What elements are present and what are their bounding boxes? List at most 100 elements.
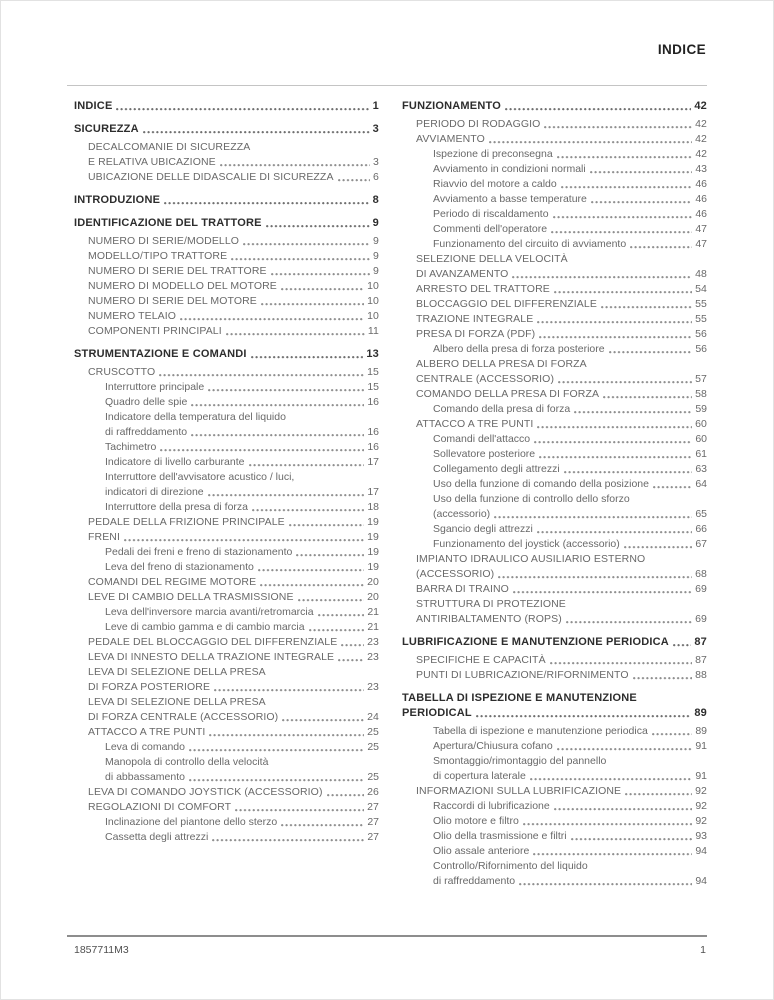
toc-entry-text: UBICAZIONE DELLE DIDASCALIE DI SICUREZZA	[88, 171, 334, 183]
toc-leader-dots	[235, 809, 365, 812]
toc-page-number: 69	[695, 613, 707, 625]
toc-leader-dots	[231, 258, 371, 261]
toc-entry-text: SICUREZZA	[74, 123, 139, 135]
toc-entry-text: indicatori di direzione	[105, 486, 204, 498]
toc-leader-dots	[338, 659, 365, 662]
toc-page-number: 21	[367, 621, 379, 633]
toc-entry: PERIODO DI RODAGGIO 42	[402, 117, 707, 132]
toc-entry-text: di raffreddamento	[105, 426, 188, 438]
toc-entry-text: Leva di comando	[105, 741, 185, 753]
toc-entry-text: NUMERO DI SERIE/MODELLO	[88, 235, 240, 247]
toc-entry-text: Funzionamento del joystick (accessorio)	[433, 538, 620, 550]
toc-entry-line: Controllo/Rifornimento del liquido	[433, 860, 588, 872]
toc-entry-line: INTRODUZIONE 8	[74, 193, 379, 208]
toc-entry-text: Interruttore principale	[105, 381, 205, 393]
toc-entry-line: INFORMAZIONI SULLA LUBRIFICAZIONE 92	[416, 784, 707, 799]
toc-entry: INTRODUZIONE 8	[74, 193, 379, 208]
toc-entry: AVVIAMENTO 42	[402, 132, 707, 147]
toc-leader-dots	[207, 494, 365, 497]
toc-leader-dots	[265, 225, 370, 228]
toc-page-number: 89	[694, 707, 707, 719]
toc-entry-text: Leva dell'inversore marcia avanti/retrom…	[105, 606, 314, 618]
toc-page-number: 27	[367, 801, 379, 813]
toc-entry-text: Avviamento a basse temperature	[433, 193, 587, 205]
toc-entry-line: PUNTI DI LUBRICAZIONE/RIFORNIMENTO 88	[416, 668, 707, 683]
toc-leader-dots	[180, 318, 365, 321]
toc-leader-dots	[553, 808, 693, 811]
toc-leader-dots	[652, 486, 693, 489]
toc-entry: Olio assale anteriore 94	[402, 844, 707, 859]
toc-entry-text: Periodo di riscaldamento	[433, 208, 549, 220]
toc-page-number: 9	[373, 265, 379, 277]
toc-entry-line: Manopola di controllo della velocità	[105, 756, 269, 768]
toc-entry-text: FUNZIONAMENTO	[402, 100, 501, 112]
toc-entry-line: IDENTIFICAZIONE DEL TRATTORE 9	[74, 216, 379, 231]
toc-entry: Inclinazione del piantone dello sterzo 27	[74, 815, 379, 830]
toc-page-number: 43	[695, 163, 707, 175]
toc-entry: Comando della presa di forza 59	[402, 402, 707, 417]
toc-entry-text: PRESA DI FORZA (PDF)	[416, 328, 536, 340]
toc-entry: ALBERO DELLA PRESA DI FORZA CENTRALE (ACC…	[402, 357, 707, 387]
toc-entry-line: CRUSCOTTO 15	[88, 365, 379, 380]
toc-entry-line: Leva del freno di stazionamento 19	[105, 560, 379, 575]
toc-entry-line: COMANDI DEL REGIME MOTORE 20	[88, 575, 379, 590]
toc-entry-line: PEDALE DELLA FRIZIONE PRINCIPALE 19	[88, 515, 379, 530]
toc-entry-text: DI FORZA POSTERIORE	[88, 681, 211, 693]
toc-entry-line: UBICAZIONE DELLE DIDASCALIE DI SICUREZZA…	[88, 170, 379, 185]
toc-page-number: 26	[367, 786, 379, 798]
toc-entry-text: INFORMAZIONI SULLA LUBRIFICAZIONE	[416, 785, 622, 797]
toc-entry-text: Inclinazione del piantone dello sterzo	[105, 816, 278, 828]
toc-entry: INFORMAZIONI SULLA LUBRIFICAZIONE 92	[402, 784, 707, 799]
toc-entry-text: PEDALE DELLA FRIZIONE PRINCIPALE	[88, 516, 285, 528]
toc-entry: SELEZIONE DELLA VELOCITÀ DI AVANZAMENTO 48	[402, 252, 707, 282]
table-of-contents: INDICE 1 SICUREZZA 3 DECALCOMANIE DI SICUREZ…	[74, 99, 707, 889]
toc-entry-line: Interruttore dell'avvisatore acustico / …	[105, 471, 295, 483]
toc-entry-text: Indicatore di livello carburante	[105, 456, 245, 468]
toc-entry-text: BLOCCAGGIO DEL DIFFERENZIALE	[416, 298, 597, 310]
toc-entry-text: (accessorio)	[433, 508, 491, 520]
toc-leader-dots	[209, 734, 365, 737]
toc-entry-text: Olio motore e filtro	[433, 815, 519, 827]
toc-page-number: 88	[695, 669, 707, 681]
toc-entry-line: Pedali dei freni e freno di stazionament…	[105, 545, 379, 560]
toc-leader-dots	[558, 381, 693, 384]
toc-entry-text: BARRA DI TRAINO	[416, 583, 509, 595]
toc-entry-text: Ispezione di preconsegna	[433, 148, 553, 160]
toc-leader-dots	[589, 171, 693, 174]
toc-entry-text: di copertura laterale	[433, 770, 526, 782]
toc-entry: NUMERO DI SERIE/MODELLO 9	[74, 234, 379, 249]
toc-entry-text: PUNTI DI LUBRICAZIONE/RIFORNIMENTO	[416, 669, 629, 681]
toc-entry-text: MODELLO/TIPO TRATTORE	[88, 250, 228, 262]
toc-entry: Leva del freno di stazionamento 19	[74, 560, 379, 575]
toc-page-number: 92	[695, 815, 707, 827]
toc-entry-line: Sgancio degli attrezzi 66	[433, 522, 707, 537]
toc-entry: TRAZIONE INTEGRALE 55	[402, 312, 707, 327]
toc-leader-dots	[560, 186, 693, 189]
toc-entry-text: Leve di cambio gamma e di cambio marcia	[105, 621, 305, 633]
toc-entry: Tabella di ispezione e manutenzione peri…	[402, 724, 707, 739]
toc-entry-text: Albero della presa di forza posteriore	[433, 343, 605, 355]
toc-entry-text: LEVE DI CAMBIO DELLA TRASMISSIONE	[88, 591, 294, 603]
toc-entry-line: (accessorio) 65	[433, 507, 707, 522]
toc-page-number: 16	[367, 396, 379, 408]
toc-entry: Olio motore e filtro 92	[402, 814, 707, 829]
toc-entry-line: Olio motore e filtro 92	[433, 814, 707, 829]
toc-entry-line: Comando della presa di forza 59	[433, 402, 707, 417]
toc-entry: LEVA DI COMANDO JOYSTICK (ACCESSORIO) 26	[74, 785, 379, 800]
toc-leader-dots	[191, 404, 365, 407]
toc-entry-line: SICUREZZA 3	[74, 122, 379, 137]
toc-entry-line: di raffreddamento 16	[105, 425, 379, 440]
toc-entry-line: PERIODO DI RODAGGIO 42	[416, 117, 707, 132]
toc-entry-line: PRESA DI FORZA (PDF) 56	[416, 327, 707, 342]
toc-entry-text: CRUSCOTTO	[88, 366, 156, 378]
toc-entry-line: Smontaggio/rimontaggio del pannello	[433, 755, 607, 767]
toc-leader-dots	[326, 794, 365, 797]
toc-entry-text: Comando della presa di forza	[433, 403, 571, 415]
toc-page-number: 21	[367, 606, 379, 618]
toc-entry: Albero della presa di forza posteriore 56	[402, 342, 707, 357]
toc-entry-text: IDENTIFICAZIONE DEL TRATTORE	[74, 217, 262, 229]
toc-entry: PEDALE DELLA FRIZIONE PRINCIPALE 19	[74, 515, 379, 530]
toc-leader-dots	[512, 591, 693, 594]
toc-page-number: 92	[695, 800, 707, 812]
toc-page-number: 17	[367, 486, 379, 498]
